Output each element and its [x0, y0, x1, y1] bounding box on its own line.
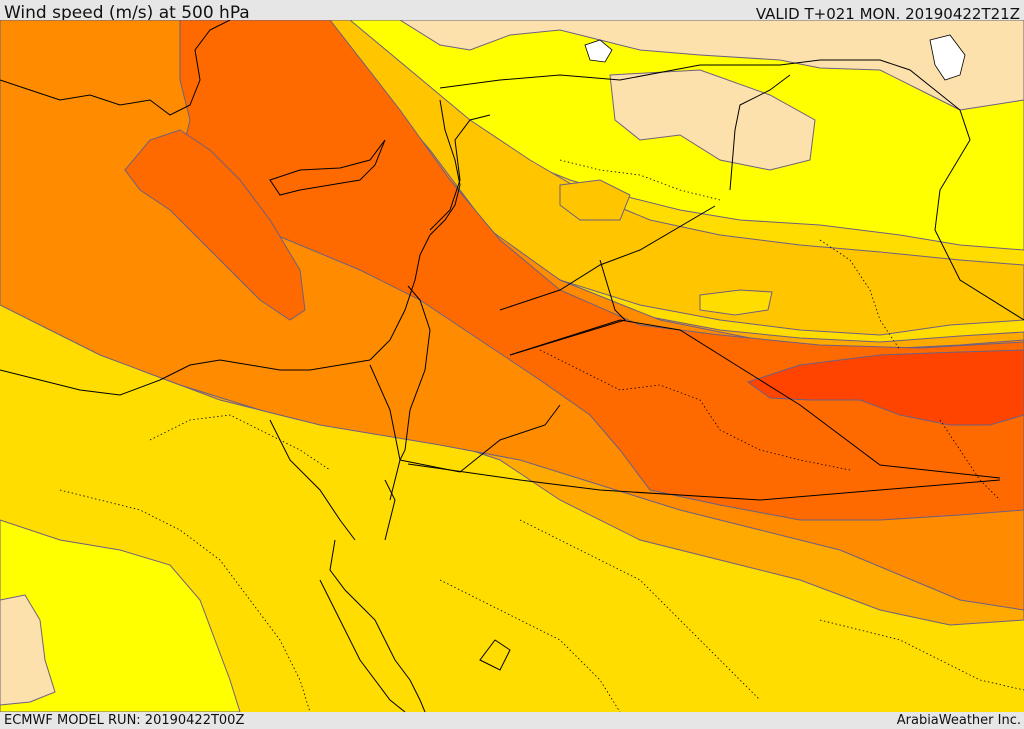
coastlines — [0, 20, 511, 712]
band-yellow-southwest — [0, 519, 241, 712]
land-tan-southwest — [0, 594, 56, 706]
wind-speed-map — [0, 20, 1024, 712]
country-borders — [269, 59, 1024, 712]
credit: ArabiaWeather Inc. — [896, 713, 1021, 728]
land-tan-syria — [609, 69, 816, 171]
header-bar: Wind speed (m/s) at 500 hPa VALID T+021 … — [0, 0, 1024, 23]
land-tan-turkey — [399, 20, 1024, 111]
band-red-orange — [746, 349, 1024, 426]
footer-bar: ECMWF MODEL RUN: 20190422T00Z ArabiaWeat… — [0, 712, 1024, 729]
admin-boundaries — [59, 159, 1024, 712]
water-bodies — [584, 34, 966, 81]
feature-amber-patch — [559, 179, 631, 221]
feature-light-patch — [699, 289, 773, 316]
model-run: ECMWF MODEL RUN: 20190422T00Z — [4, 713, 245, 728]
valid-time: VALID T+021 MON. 20190422T21Z — [755, 5, 1020, 23]
map-title: Wind speed (m/s) at 500 hPa — [4, 3, 250, 23]
band-orange-dark-west — [124, 129, 306, 321]
